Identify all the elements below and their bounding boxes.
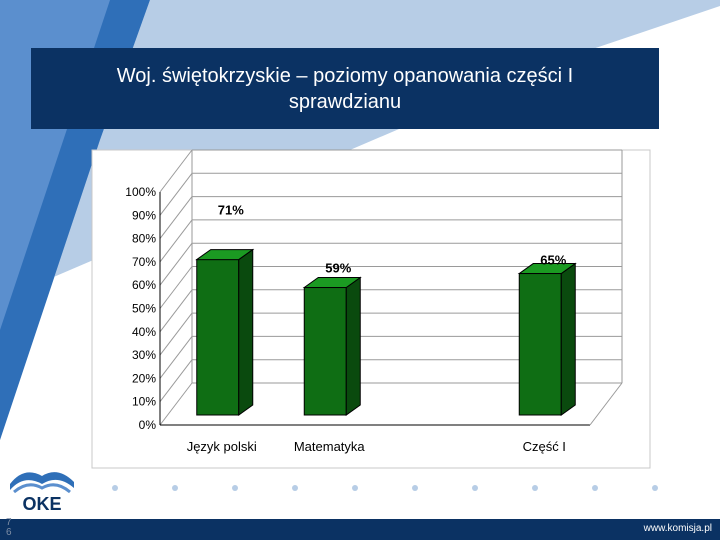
y-tick-label: 60% (132, 278, 156, 292)
bar-side (561, 264, 575, 415)
y-tick-label: 0% (139, 418, 157, 432)
bar-front (304, 288, 346, 415)
bar-side (346, 278, 360, 415)
bar-front (519, 274, 561, 415)
y-tick-label: 50% (132, 302, 156, 316)
y-tick-label: 40% (132, 325, 156, 339)
y-tick-label: 70% (132, 255, 156, 269)
bar-front (197, 260, 239, 415)
x-tick-label: Język polski (187, 439, 257, 454)
oke-logo: OKE (6, 462, 78, 518)
data-label: 65% (540, 253, 566, 268)
y-tick-label: 100% (125, 185, 156, 199)
data-label: 71% (218, 203, 244, 218)
bar-side (239, 250, 253, 415)
y-tick-label: 80% (132, 232, 156, 246)
page-number: 7 6 (6, 518, 14, 538)
y-tick-label: 30% (132, 348, 156, 362)
footer-url: www.komisja.pl (644, 522, 712, 536)
bar (519, 264, 575, 415)
y-tick-label: 20% (132, 371, 156, 385)
y-tick-label: 10% (132, 395, 156, 409)
bar (304, 278, 360, 415)
bar (197, 250, 253, 415)
logo-text: OKE (22, 494, 61, 514)
footer-bar (0, 519, 720, 540)
y-tick-label: 90% (132, 208, 156, 222)
data-label: 59% (325, 261, 351, 276)
x-tick-label: Matematyka (294, 439, 366, 454)
x-tick-label: Część I (523, 439, 566, 454)
